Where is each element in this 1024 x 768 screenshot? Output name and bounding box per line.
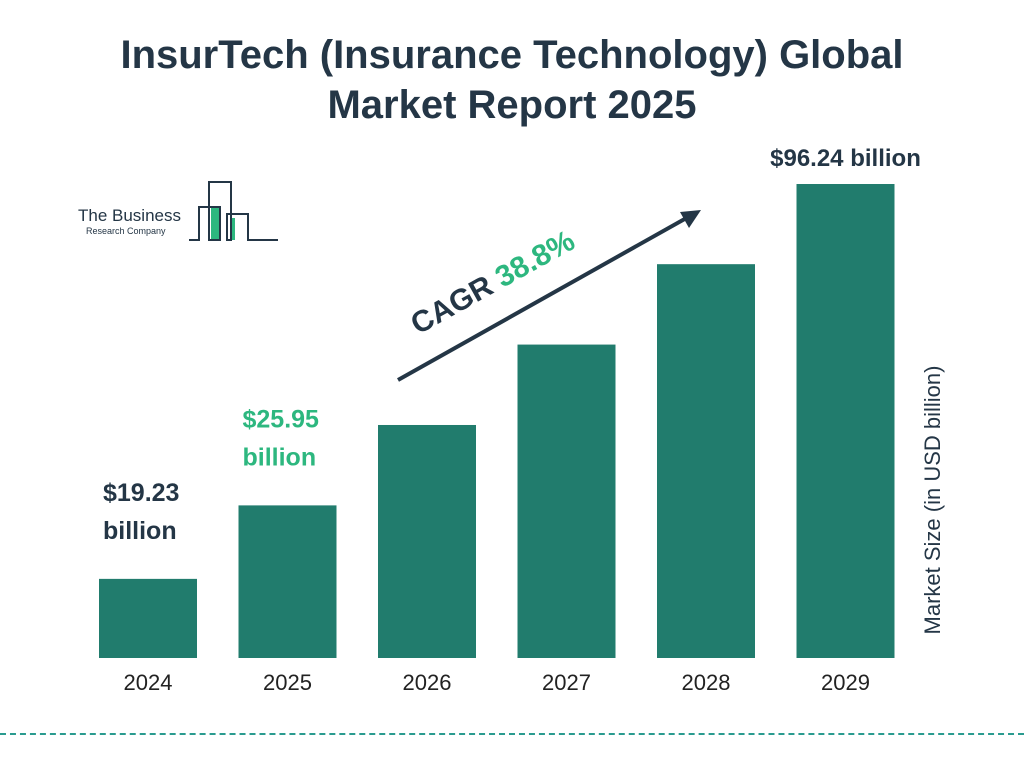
cagr-annotation: CAGR 38.8% (405, 224, 580, 341)
y-axis-label: Market Size (in USD billion) (920, 366, 945, 635)
logo-text-1: The Business (78, 206, 181, 225)
chart-title: InsurTech (Insurance Technology) Global … (0, 30, 1024, 130)
bar-2029 (796, 184, 895, 658)
title-line-1: InsurTech (Insurance Technology) Global (120, 33, 904, 77)
x-tick-label: 2026 (403, 670, 452, 695)
x-tick-label: 2025 (263, 670, 312, 695)
title-line-2: Market Report 2025 (327, 83, 697, 127)
data-label: billion (103, 517, 177, 545)
cagr-arrow-line (397, 214, 691, 382)
bar-2025 (238, 505, 337, 658)
x-tick-label: 2029 (821, 670, 870, 695)
data-label: $25.95 (243, 405, 320, 433)
bar-2028 (657, 264, 755, 658)
divider-line (0, 733, 1024, 735)
data-label: $96.24 billion (770, 145, 921, 172)
data-label: billion (243, 443, 317, 471)
cagr-arrow-head-icon (680, 210, 701, 228)
logo-text-2: Research Company (86, 226, 166, 236)
x-tick-label: 2027 (542, 670, 591, 695)
data-label: $19.23 (103, 479, 179, 507)
bar-2027 (517, 344, 616, 658)
company-logo: The Business Research Company (78, 180, 283, 245)
x-tick-label: 2024 (124, 670, 173, 695)
logo-buildings-icon (189, 181, 278, 241)
bar-2024 (99, 578, 197, 658)
x-tick-label: 2028 (682, 670, 731, 695)
bar-2026 (378, 424, 476, 658)
